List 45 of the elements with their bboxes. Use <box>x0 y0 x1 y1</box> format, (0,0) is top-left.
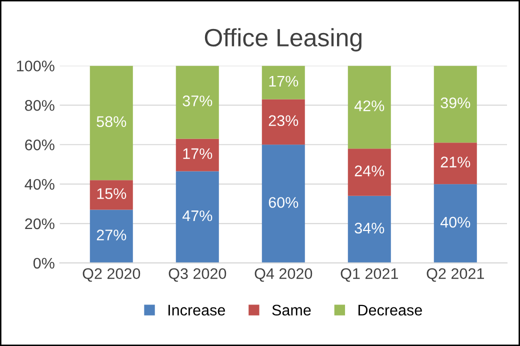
y-tick-label: 60% <box>25 139 54 150</box>
data-label: 27% <box>96 230 126 240</box>
y-tick-label: 20% <box>25 218 54 230</box>
bar <box>90 180 133 210</box>
data-label: 21% <box>440 156 470 168</box>
legend-label: Decrease <box>358 304 422 316</box>
data-label: 24% <box>354 166 384 176</box>
bar <box>348 196 391 263</box>
x-tick-label: Q1 2021 <box>340 268 398 282</box>
data-label: 39% <box>440 97 470 108</box>
bar <box>262 144 305 263</box>
bar <box>262 99 305 145</box>
bar <box>90 66 133 180</box>
data-label: 60% <box>268 197 298 208</box>
data-label: 58% <box>96 116 126 128</box>
data-label: 23% <box>268 115 298 126</box>
bar <box>434 66 477 143</box>
x-tick-label: Q3 2020 <box>168 268 226 282</box>
x-tick-label: Q2 2020 <box>82 268 140 282</box>
data-label: 15% <box>97 188 126 200</box>
y-tick-label: 0% <box>33 258 54 269</box>
bar <box>348 148 391 196</box>
bar <box>348 66 391 149</box>
bar <box>176 138 219 172</box>
bar <box>434 142 477 184</box>
y-tick-label: 80% <box>25 100 54 111</box>
data-label: 47% <box>182 210 212 222</box>
y-tick-label: 40% <box>24 178 54 190</box>
data-label: 17% <box>269 76 298 87</box>
x-tick-label: Q4 2020 <box>254 268 312 282</box>
bar <box>176 171 219 263</box>
legend-label: Increase <box>168 304 225 316</box>
data-label: 40% <box>440 216 470 228</box>
x-tick-label: Q2 2021 <box>426 268 484 282</box>
data-label: 37% <box>182 96 212 106</box>
bar <box>176 66 219 139</box>
y-tick-label: 100% <box>17 60 54 72</box>
data-label: 17% <box>183 148 212 160</box>
bar <box>434 184 477 263</box>
data-label: 34% <box>354 222 384 234</box>
data-label: 42% <box>354 100 384 112</box>
chart-title: Office Leasing <box>204 28 362 52</box>
bar <box>262 66 305 100</box>
legend-label: Same <box>272 304 311 316</box>
bar <box>90 210 133 263</box>
